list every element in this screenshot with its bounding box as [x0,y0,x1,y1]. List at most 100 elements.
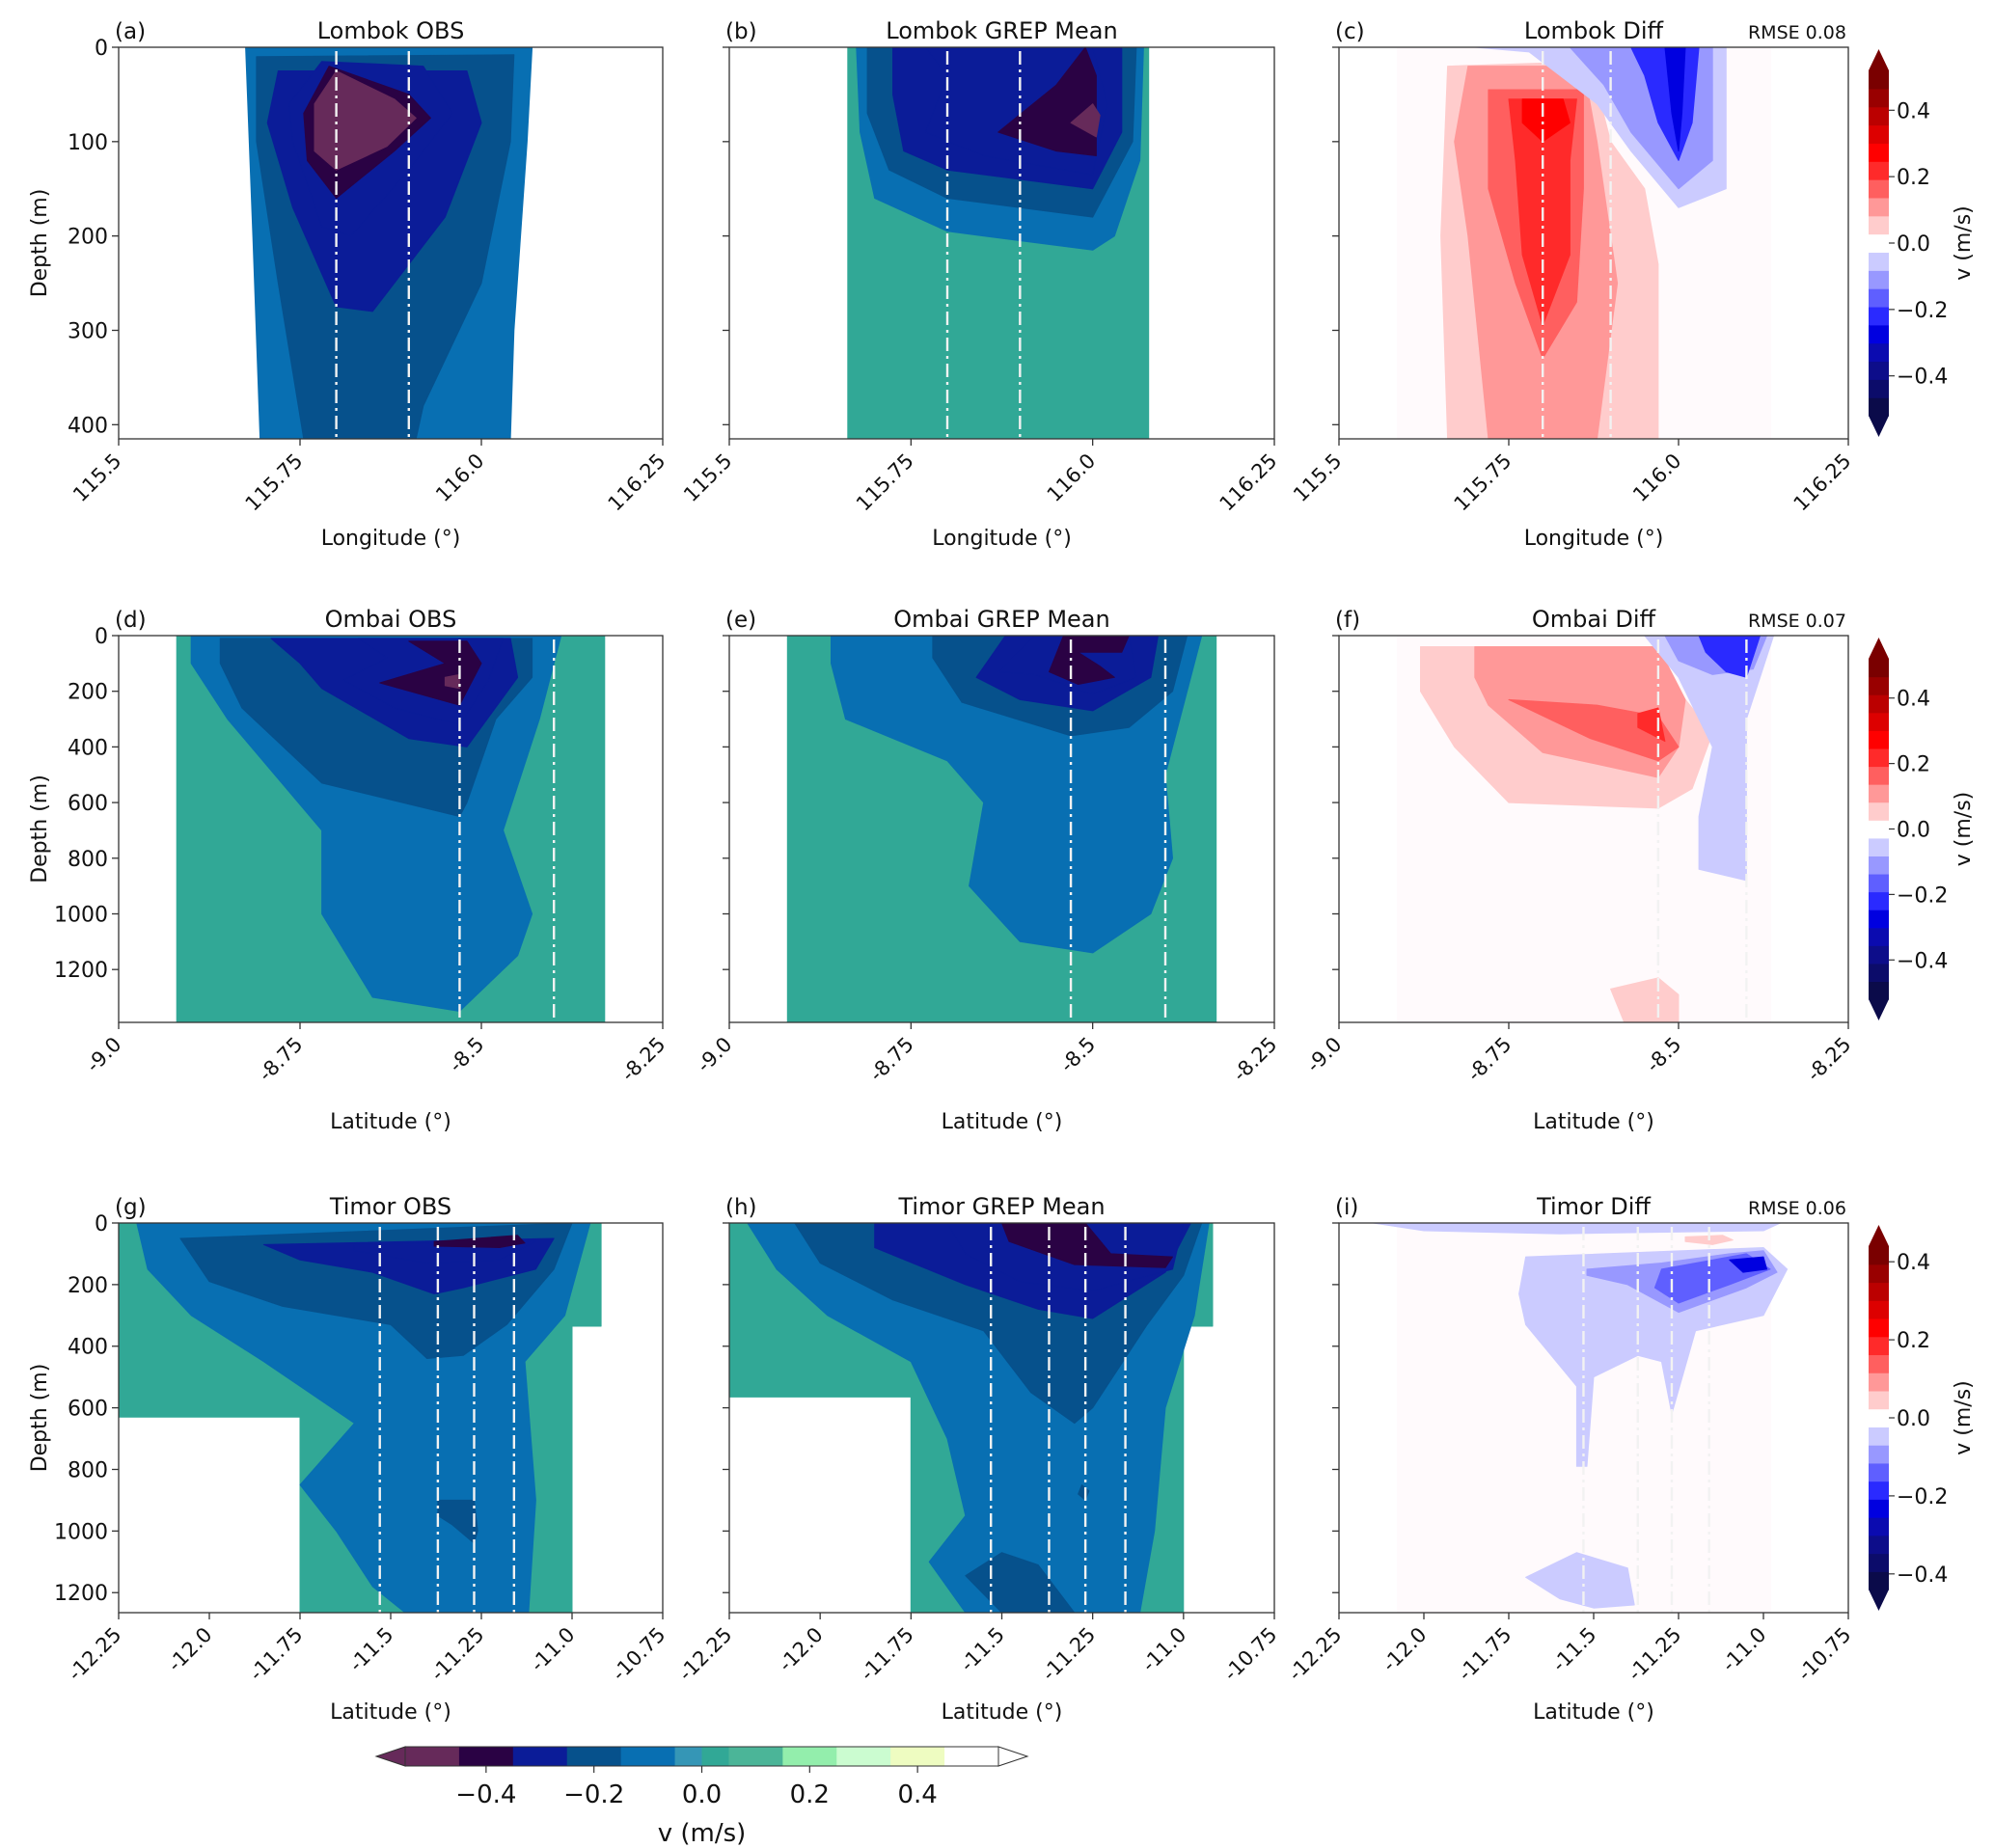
colorbar-segment [1869,676,1889,695]
rmse-label: RMSE 0.08 [1748,22,1846,43]
y-tick-label: 600 [68,1398,108,1422]
y-axis-label: Depth (m) [28,775,52,883]
colorbar-segment [1869,379,1889,398]
y-tick-label: 200 [68,681,108,705]
panel-e: -9.0 -8.75 -8.5 -8.25 Latitude (°) (e) Ombai G… [693,606,1282,1134]
colorbar-segment [1869,1246,1889,1265]
colorbar-segment [1869,324,1889,344]
x-tick-label: -10.75 [608,1623,670,1686]
contour-field [176,636,606,1022]
colorbar-segment [1869,1408,1889,1427]
y-tick-label: 400 [68,1336,108,1360]
panel-letter: (i) [1335,1195,1358,1220]
colorbar-segment [1869,270,1889,289]
colorbar-segment [1869,1462,1889,1482]
colorbar-segment [1869,1390,1889,1410]
panel-letter: (d) [115,608,147,633]
colorbar-segment [1869,106,1889,126]
colorbar-segment [1869,694,1889,714]
colorbar-segment [1869,215,1889,235]
contour-region [1508,698,1680,762]
x-tick-label: -12.25 [64,1623,126,1686]
colorbar-tick-label: −0.2 [1897,299,1948,323]
contour-field [1372,1223,1789,1613]
colorbar-segment [782,1747,837,1766]
panel-title: Lombok OBS [317,17,465,44]
panel-title: Timor Diff [1536,1193,1651,1220]
colorbar-segment [701,1747,730,1766]
colorbar-segment [512,1747,568,1766]
contour-field [847,47,1150,439]
panel-g: 0 200 400 600 800 1000 1200 -12.25 -12.0 -11.75 -1… [28,1193,670,1725]
colorbar-tick-label: 0.4 [897,1780,937,1809]
colorbar-segment [1869,88,1889,108]
panel-b: 115.5 115.75 116.0 116.25 Longitude (°) (b) Lo… [679,17,1281,551]
panel-title: Ombai Diff [1532,606,1656,633]
x-tick-label: -11.5 [1547,1623,1600,1676]
x-axis-label: Latitude (°) [942,1700,1063,1725]
colorbar-tick-label: 0.0 [682,1780,722,1809]
y-axis-label: Depth (m) [28,189,52,298]
colorbar-segment [1869,712,1889,731]
contour-field [1397,47,1771,439]
colorbar-segment [1869,1264,1889,1284]
contour-region [379,640,482,706]
colorbar-segment [1869,1445,1889,1464]
colorbar-tick-label: −0.4 [1897,1563,1948,1588]
x-axis-label: Longitude (°) [1524,527,1664,551]
colorbar-segment [836,1747,891,1766]
contour-region [1049,636,1130,685]
colorbar-segment [1869,981,1889,1000]
rmse-label: RMSE 0.07 [1748,611,1846,632]
x-tick-label: 115.5 [68,449,125,506]
contour-region [314,70,417,171]
x-tick-label: 116.0 [1043,449,1100,506]
x-tick-label: 115.5 [679,449,736,506]
x-tick-label: -11.25 [1624,1623,1686,1686]
panel-letter: (b) [725,19,757,44]
y-tick-label: 1000 [54,903,108,927]
y-tick-label: 200 [68,226,108,250]
axes-frame [118,635,664,1023]
y-tick-label: 600 [68,792,108,816]
y-tick-label: 800 [68,1458,108,1482]
panel-letter: (h) [725,1195,757,1220]
colorbar-segment [1869,1427,1889,1446]
panel-title: Lombok GREP Mean [886,17,1117,44]
colorbar-segment [1869,397,1889,417]
colorbar-segment [1869,161,1889,180]
colorbar-segment [1869,784,1889,803]
x-tick-label: -8.5 [1055,1033,1100,1077]
contour-region [1525,1552,1635,1609]
rmse-label: RMSE 0.06 [1748,1198,1846,1219]
colorbar-segment [1869,342,1889,363]
panel-f: -9.0 -8.75 -8.5 -8.25 Latitude (°) (f) Ombai D… [1302,606,1976,1134]
y-tick-label: 0 [95,625,108,649]
x-tick-label: -11.75 [856,1623,918,1686]
x-tick-label: 115.5 [1289,449,1346,506]
contour-region [1644,636,1775,882]
panel-title: Timor OBS [329,1193,451,1220]
colorbar-segment [1869,659,1889,678]
colorbar-tick-label: 0.4 [1897,1251,1930,1275]
contour-region [1637,707,1666,743]
colorbar-tick-label: 0.4 [1897,688,1930,712]
x-axis-label: Longitude (°) [932,527,1072,551]
x-tick-label: -11.0 [1137,1623,1190,1676]
x-axis-label: Longitude (°) [321,527,461,551]
contour-field [786,636,1217,1022]
x-tick-label: -12.0 [163,1623,216,1676]
colorbar-segment [1869,910,1889,929]
colorbar-extend-max [1869,638,1889,659]
contour-region [1518,1247,1789,1467]
x-tick-label: -9.0 [82,1033,126,1077]
x-tick-label: -8.25 [1228,1033,1281,1086]
colorbar-segment [458,1747,514,1766]
colorbar-segment [944,1747,999,1766]
x-tick-label: -8.5 [1642,1033,1686,1077]
colorbar-segment [890,1747,945,1766]
colorbar-segment [1869,197,1889,217]
colorbar-segment [1869,873,1889,893]
x-tick-label: -11.0 [526,1623,579,1676]
contour-region [965,1552,1076,1613]
